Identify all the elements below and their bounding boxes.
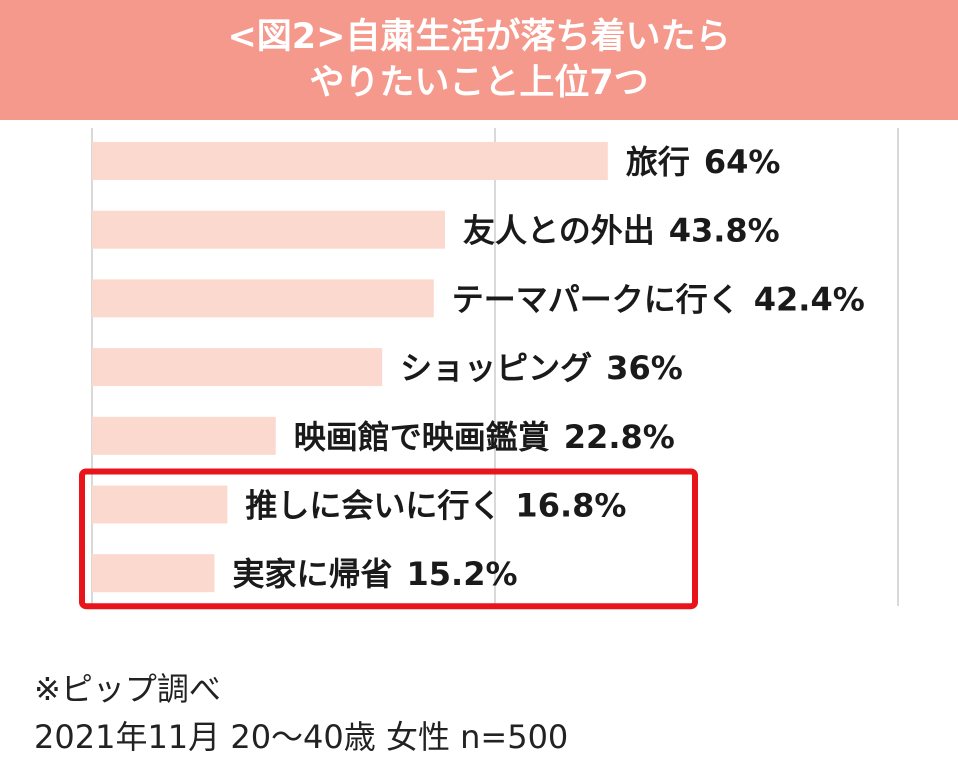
bar-label: 実家に帰省 15.2% (233, 555, 518, 593)
bar-label: テーマパークに行く 42.4% (452, 280, 865, 318)
value-label: 42.4% (754, 280, 865, 318)
highlight-box (79, 468, 698, 610)
chart-title-line-2: やりたいこと上位7つ (309, 63, 649, 103)
bar-label: 旅行 64% (626, 143, 781, 181)
value-label: 64% (704, 143, 781, 181)
bar (92, 348, 383, 387)
category-label: 映画館で映画鑑賞 (294, 418, 550, 456)
bar (92, 485, 228, 524)
category-label: テーマパークに行く (452, 280, 740, 318)
category-label: 友人との外出 (463, 212, 655, 250)
chart-title: <図2>自粛生活が落ち着いたら やりたいこと上位7つ (0, 0, 958, 120)
value-label: 36% (606, 349, 683, 387)
bar-label: 友人との外出 43.8% (463, 212, 780, 250)
bar-label: 推しに会いに行く 16.8% (245, 487, 626, 525)
bar (92, 279, 434, 318)
category-label: 実家に帰省 (233, 555, 393, 593)
bar (92, 142, 608, 180)
bar-chart: 旅行 64% 友人との外出 43.8% テーマパークに行く 42.4% ショッピング 36% 映… (79, 128, 899, 610)
value-label: 22.8% (564, 418, 675, 456)
category-label: 旅行 (626, 143, 690, 181)
survey-meta: 2021年11月 20〜40歳 女性 n=500 (34, 718, 569, 756)
category-label: 推しに会いに行く (245, 487, 501, 525)
value-label: 16.8% (515, 487, 626, 525)
bar (92, 210, 446, 249)
bar-label: 映画館で映画鑑賞 22.8% (294, 418, 675, 456)
source-note: ※ピップ調べ (34, 670, 221, 708)
bar (92, 416, 276, 455)
value-label: 15.2% (407, 555, 518, 593)
category-label: ショッピング (400, 349, 592, 387)
value-label: 43.8% (669, 212, 780, 250)
bar (92, 554, 215, 593)
bar-label: ショッピング 36% (400, 349, 683, 387)
chart-title-line-1: <図2>自粛生活が落ち着いたら (227, 17, 731, 57)
